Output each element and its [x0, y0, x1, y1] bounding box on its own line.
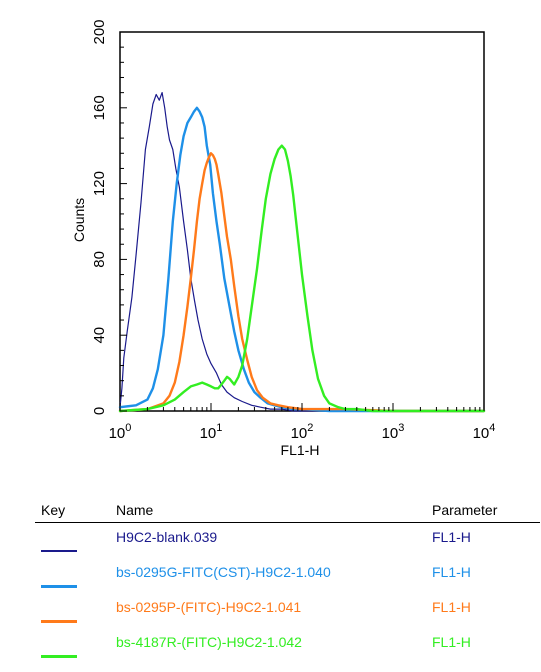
legend-swatch [41, 619, 77, 623]
y-tick-label: 160 [91, 95, 108, 120]
legend-divider [35, 522, 540, 523]
x-axis-label: FL1-H [281, 442, 320, 458]
legend-series-parameter: FL1-H [432, 634, 471, 650]
legend-table: Key Name Parameter H9C2-blank.039 FL1-H … [0, 496, 541, 672]
legend-series-name: bs-0295P-(FITC)-H9C2-1.041 [116, 599, 302, 615]
y-tick-label: 80 [91, 251, 108, 268]
y-tick-label: 120 [91, 171, 108, 196]
histogram-chart: 100 101 102 103 104 0 40 80 120 160 200 FL1-H Cou… [71, 19, 496, 458]
y-tick-label: 40 [91, 327, 108, 344]
y-tick-label: 0 [91, 407, 108, 415]
plot-frame [119, 31, 485, 412]
legend-row: bs-4187R-(FITC)-H9C2-1.042 FL1-H [0, 634, 541, 664]
legend-row: H9C2-blank.039 FL1-H [0, 529, 541, 559]
legend-row: bs-0295P-(FITC)-H9C2-1.041 FL1-H [0, 599, 541, 629]
series-line-4 [118, 144, 486, 413]
x-axis: 100 101 102 103 104 [109, 403, 496, 442]
y-axis-label: Counts [71, 198, 87, 242]
series-line-2 [118, 106, 486, 413]
x-tick-label: 100 [109, 422, 132, 442]
legend-series-parameter: FL1-H [432, 599, 471, 615]
plot-border [119, 31, 485, 412]
legend-series-parameter: FL1-H [432, 564, 471, 580]
legend-swatch [41, 654, 77, 658]
y-axis: 0 40 80 120 160 200 [91, 19, 127, 415]
x-tick-label: 104 [473, 422, 496, 442]
legend-series-name: H9C2-blank.039 [116, 529, 218, 545]
legend-header-parameter: Parameter [432, 502, 498, 518]
legend-header-key: Key [41, 502, 66, 518]
legend-series-name: bs-0295G-FITC(CST)-H9C2-1.040 [116, 564, 331, 580]
x-tick-label: 103 [382, 422, 405, 442]
legend-series-parameter: FL1-H [432, 529, 471, 545]
series-line-1 [119, 92, 485, 412]
legend-swatch [41, 584, 77, 588]
x-tick-label: 102 [291, 422, 314, 442]
series-line-3 [118, 152, 486, 413]
x-tick-label: 101 [200, 422, 223, 442]
y-tick-label: 200 [91, 19, 108, 44]
legend-series-name: bs-4187R-(FITC)-H9C2-1.042 [116, 634, 302, 650]
legend-row: bs-0295G-FITC(CST)-H9C2-1.040 FL1-H [0, 564, 541, 594]
legend-swatch [41, 550, 77, 552]
legend-header-name: Name [116, 502, 154, 518]
series-layer [118, 92, 486, 413]
